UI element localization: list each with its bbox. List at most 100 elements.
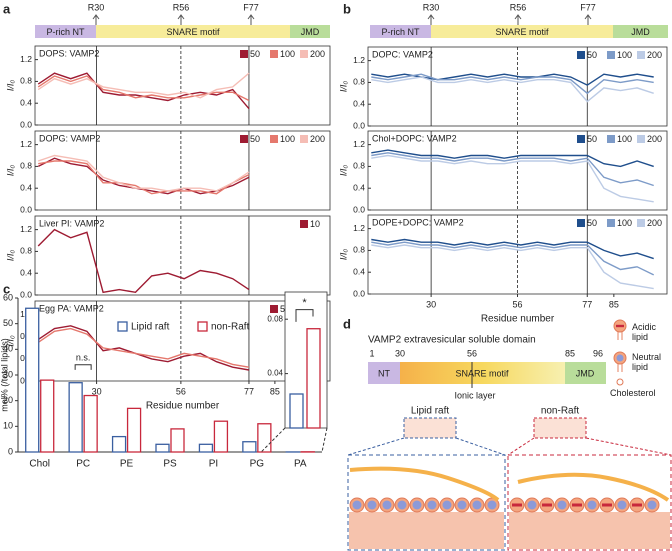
neutral-mark [457,500,467,510]
bar [83,394,98,453]
domain-segment [400,362,565,384]
legend-swatch [117,321,128,332]
y-tick-label: 1.2 [353,139,365,149]
y-tick-label: 0.4 [353,266,365,276]
domain-segment [96,25,290,38]
bar [155,443,170,453]
cholesterol-icon [616,378,624,386]
x-axis-label: Residue number [481,314,555,325]
data-line [37,72,250,99]
neutral-mark [647,500,657,510]
domain-label: NT [378,368,390,378]
data-line [371,241,655,276]
y-tick-label: 0.8 [20,76,32,86]
legend-swatch [607,51,615,59]
legend-label: 100 [280,134,295,144]
significance-bracket [295,309,314,322]
legend-label: 50 [587,134,597,144]
x-tick-label: 85 [270,386,280,396]
residue-number: 56 [467,348,477,358]
neutral-mark [352,500,362,510]
inset-connector [260,427,328,453]
panel-title: DOPC: VAMP2 [372,49,433,59]
bar [40,379,55,453]
y-tick-label: 0.0 [20,289,32,299]
ionic-layer-label: Ionic layer [454,390,495,400]
y-tick-label: 30 [3,369,13,379]
x-tick-label: 30 [426,299,436,309]
y-tick-label: 0.4 [353,182,365,192]
data-line [371,152,654,187]
acidic-mark [542,503,552,507]
legend-label: Acidic lipid [632,322,657,342]
marker-label: R30 [423,2,440,12]
domain-segment [368,362,400,384]
marker-label: R30 [88,2,105,12]
domain-label: P-rich NT [382,27,421,37]
x-tick-label: PI [209,459,218,470]
acidic-mark [602,503,612,507]
data-line [37,154,250,192]
panel-title: Chol+DOPC: VAMP2 [372,133,457,143]
domain-segment [35,25,96,38]
domain-segment [431,25,613,38]
y-tick-label: 1.2 [20,54,32,64]
panel-letter: c [3,281,10,296]
legend-label: 200 [647,134,662,144]
residue-number: 1 [369,348,374,358]
arrow-head [92,14,100,20]
residue-number: 96 [593,348,603,358]
legend-label: 100 [617,218,632,228]
legend-swatch [300,220,308,228]
legend-swatch [607,219,615,227]
legend-label: Lipid raft [131,322,170,333]
y-tick-label: 0.08 [267,314,283,323]
y-tick-label: 0.0 [20,119,32,129]
domain-segment [613,25,668,38]
marker-label: F77 [243,2,259,12]
protein-chain [349,466,500,502]
x-tick-label: PG [250,459,265,470]
legend-label: 200 [310,134,325,144]
legend-label: 50 [250,49,260,59]
y-tick-label: 0.8 [20,246,32,256]
plot-frame [34,130,331,211]
membrane-label: non-Raft [541,406,580,417]
neutral-mark [427,500,437,510]
bar [25,307,40,453]
data-line [38,160,250,195]
y-tick-label: 60 [3,292,13,302]
x-tick-label: 56 [176,386,186,396]
panel-title: Egg PA: VAMP2 [39,303,104,313]
neutral-mark [557,500,567,510]
bar [213,420,229,453]
x-tick-label: PS [163,459,177,470]
data-line [371,238,654,260]
inset-bar [306,328,321,429]
x-tick-label: 77 [244,386,254,396]
y-tick-label: 1.2 [20,224,32,234]
y-tick-label: 0.0 [353,204,365,214]
y-tick-label: 50 [3,318,13,328]
y-tick-label: 1.2 [353,55,365,65]
marker-label: F77 [580,2,596,12]
residue-number: 30 [395,348,405,358]
zoom-box [533,417,587,439]
neutral-mark [487,500,497,510]
y-tick-label: 40 [3,344,13,354]
y-axis-label: mol% (/total lipids) [0,338,9,412]
legend-swatch [637,51,645,59]
residue-number: 85 [565,348,575,358]
zoom-connector [507,437,672,456]
domain-label: SNARE motif [455,368,509,378]
bar [257,423,272,453]
neutral-mark [527,500,537,510]
data-line [371,244,654,290]
bar [242,441,257,453]
y-tick-label: 10 [3,421,13,431]
legend-label: 200 [647,50,662,60]
bar [68,382,83,453]
legend-label: non-Raft [211,322,250,333]
